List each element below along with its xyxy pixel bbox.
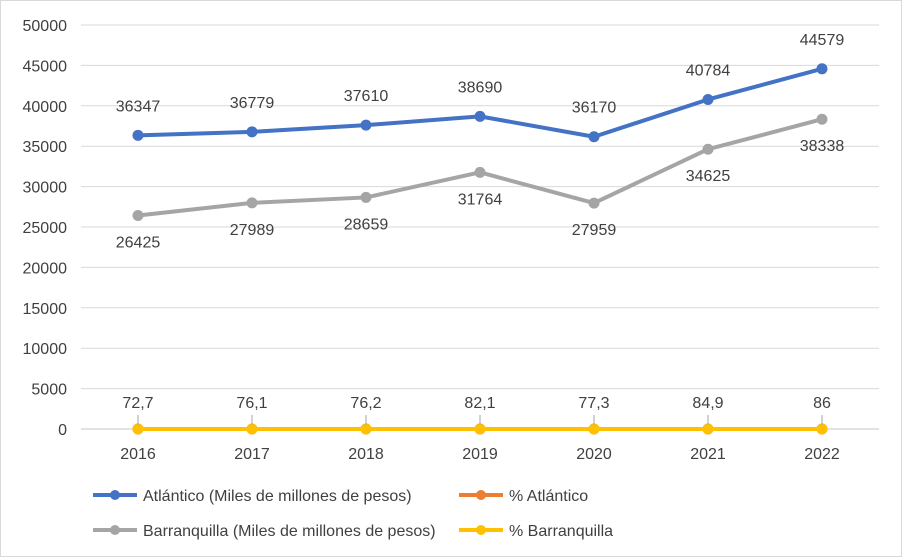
data-label: 84,9: [692, 395, 723, 412]
data-point: [246, 423, 258, 435]
legend-swatch-marker: [110, 525, 120, 535]
data-label: 38690: [458, 79, 503, 96]
data-label: 76,1: [236, 395, 267, 412]
legend-swatch-marker: [476, 490, 486, 500]
data-point: [246, 126, 258, 138]
data-label: 40784: [686, 62, 731, 79]
data-label: 37610: [344, 88, 389, 105]
x-tick-label: 2019: [462, 446, 498, 463]
data-point: [360, 191, 372, 203]
data-point: [132, 423, 144, 435]
y-tick-label: 35000: [23, 139, 68, 156]
legend-label: Barranquilla (Miles de millones de pesos…: [143, 523, 436, 540]
x-tick-label: 2020: [576, 446, 612, 463]
y-tick-label: 15000: [23, 301, 68, 318]
data-point: [360, 423, 372, 435]
y-tick-label: 10000: [23, 341, 68, 358]
data-label: 31764: [458, 191, 503, 208]
data-point: [474, 423, 486, 435]
data-point: [474, 166, 486, 178]
y-tick-label: 5000: [31, 382, 67, 399]
data-point: [702, 93, 714, 105]
data-label: 77,3: [578, 395, 609, 412]
gridlines: [81, 24, 879, 390]
x-tick-label: 2016: [120, 446, 156, 463]
legend-swatch-marker: [110, 490, 120, 500]
data-point: [132, 209, 144, 221]
data-point: [702, 423, 714, 435]
data-label: 26425: [116, 234, 161, 251]
data-label: 27959: [572, 222, 617, 239]
legend-label: % Barranquilla: [509, 523, 613, 540]
y-tick-label: 0: [58, 422, 67, 439]
x-tick-label: 2021: [690, 446, 726, 463]
y-tick-label: 20000: [23, 260, 68, 277]
data-point: [816, 113, 828, 125]
y-tick-label: 50000: [23, 18, 68, 35]
data-label: 82,1: [464, 395, 495, 412]
data-point: [588, 197, 600, 209]
x-tick-label: 2018: [348, 446, 384, 463]
data-label: 34625: [686, 168, 731, 185]
legend-label: % Atlántico: [509, 488, 588, 505]
data-label: 28659: [344, 216, 389, 233]
data-point: [816, 63, 828, 75]
series-lines: [132, 63, 828, 435]
data-point: [816, 423, 828, 435]
x-tick-label: 2022: [804, 446, 840, 463]
data-labels: 36347 36779 37610 38690 36170 40784 44579 26425…: [116, 32, 845, 425]
data-point: [588, 131, 600, 143]
data-label: 36347: [116, 98, 161, 115]
data-label: 36170: [572, 100, 617, 117]
data-label: 36779: [230, 95, 275, 112]
data-point: [132, 129, 144, 141]
legend-swatch-marker: [476, 525, 486, 535]
data-label: 86: [813, 395, 831, 412]
data-point: [246, 197, 258, 209]
y-tick-label: 30000: [23, 180, 68, 197]
data-label: 72,7: [122, 395, 153, 412]
data-label: 27989: [230, 222, 275, 239]
legend: Atlántico (Miles de millones de pesos) % …: [93, 488, 613, 540]
x-tick-label: 2017: [234, 446, 270, 463]
data-label: 38338: [800, 138, 845, 155]
data-point: [474, 110, 486, 122]
data-point: [360, 119, 372, 131]
data-point: [702, 143, 714, 155]
legend-label: Atlántico (Miles de millones de pesos): [143, 488, 412, 505]
data-label: 44579: [800, 32, 845, 49]
y-tick-label: 25000: [23, 220, 68, 237]
data-point: [588, 423, 600, 435]
y-tick-label: 40000: [23, 99, 68, 116]
y-tick-label: 45000: [23, 58, 68, 75]
data-label: 76,2: [350, 395, 381, 412]
axes: 0 5000 10000 15000 20000 25000 30000 35000 40000…: [23, 18, 879, 463]
